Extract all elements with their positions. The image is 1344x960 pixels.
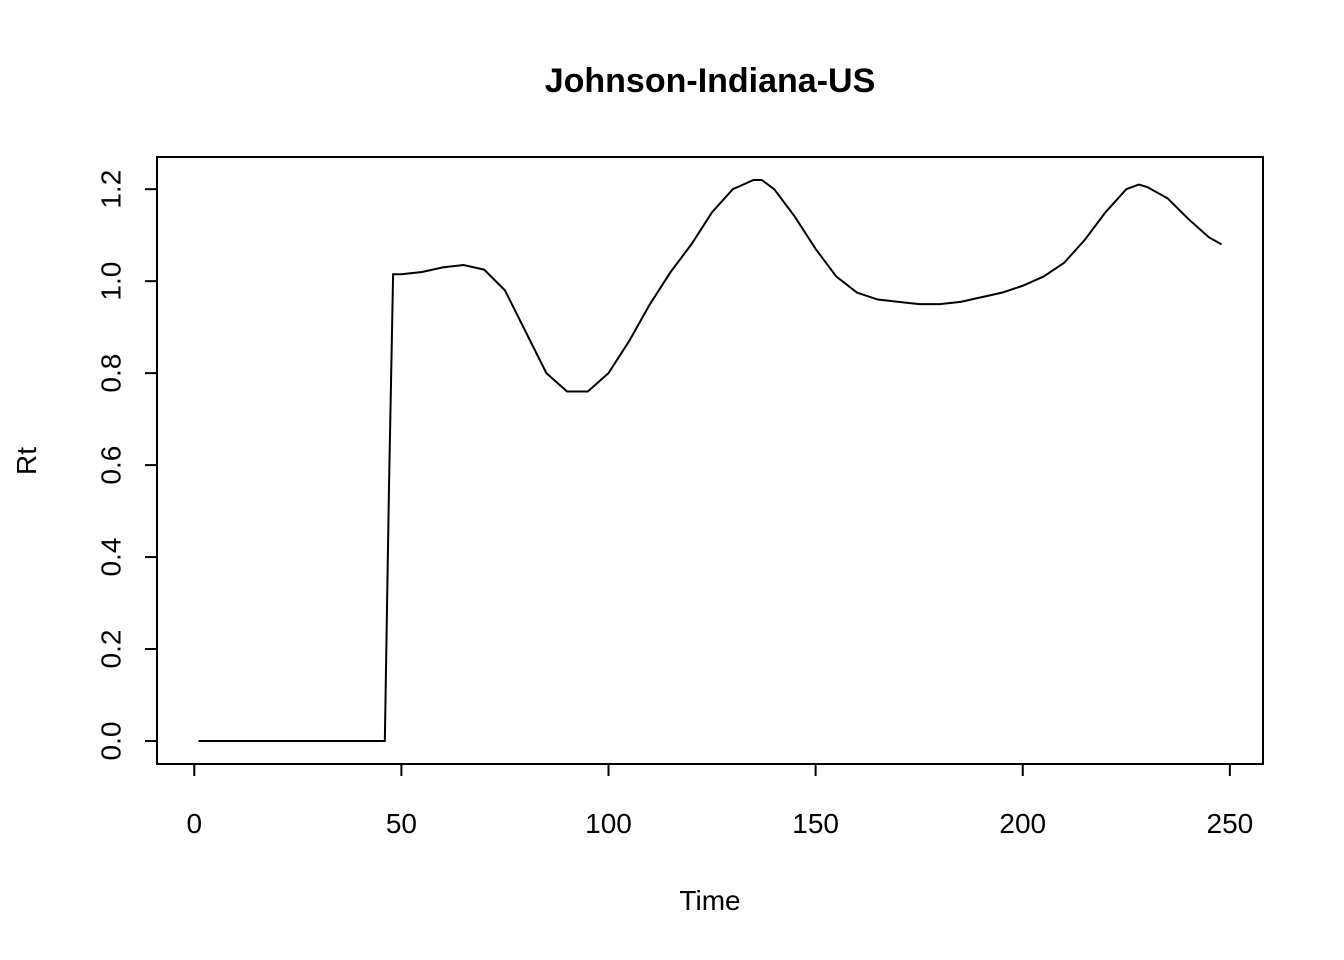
y-axis: 0.0 0.2 0.4 0.6 0.8 1.0 1.2	[96, 170, 157, 761]
rt-series-line	[198, 178, 1223, 743]
x-tick-label: 250	[1207, 808, 1254, 839]
plot-frame	[156, 156, 1264, 765]
x-axis-label: Time	[679, 885, 740, 916]
x-tick-label: 100	[585, 808, 632, 839]
x-tick-label: 0	[186, 808, 202, 839]
x-tick-label: 150	[792, 808, 839, 839]
y-tick-label: 1.0	[96, 262, 127, 301]
y-axis-label: Rt	[11, 447, 42, 475]
x-tick-label: 50	[386, 808, 417, 839]
y-tick-label: 0.8	[96, 354, 127, 393]
chart-title: Johnson-Indiana-US	[545, 62, 876, 100]
x-axis: 0 50 100 150 200 250	[186, 763, 1254, 839]
x-tick-label: 200	[999, 808, 1046, 839]
y-tick-label: 0.6	[96, 446, 127, 485]
y-tick-label: 0.4	[96, 538, 127, 577]
y-tick-label: 1.2	[96, 170, 127, 209]
y-tick-label: 0.0	[96, 722, 127, 761]
y-tick-label: 0.2	[96, 630, 127, 669]
